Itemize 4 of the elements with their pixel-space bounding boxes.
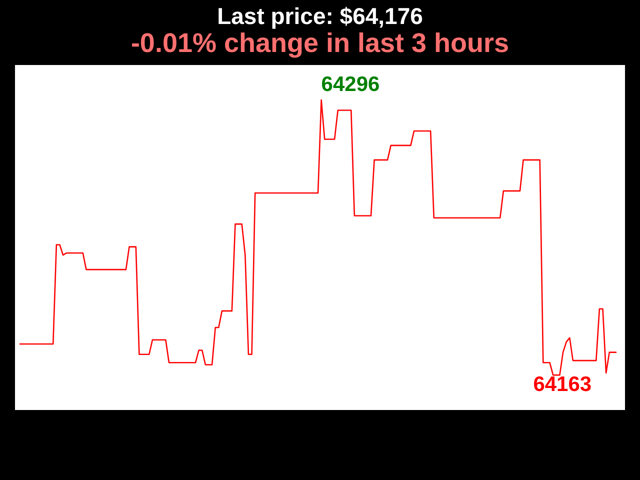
data-label: 64163 [533,373,592,396]
chart-title: Last price: $64,176 [217,3,423,29]
data-label: 64296 [321,72,380,96]
chart-subtitle: -0.01% change in last 3 hours [130,28,510,58]
